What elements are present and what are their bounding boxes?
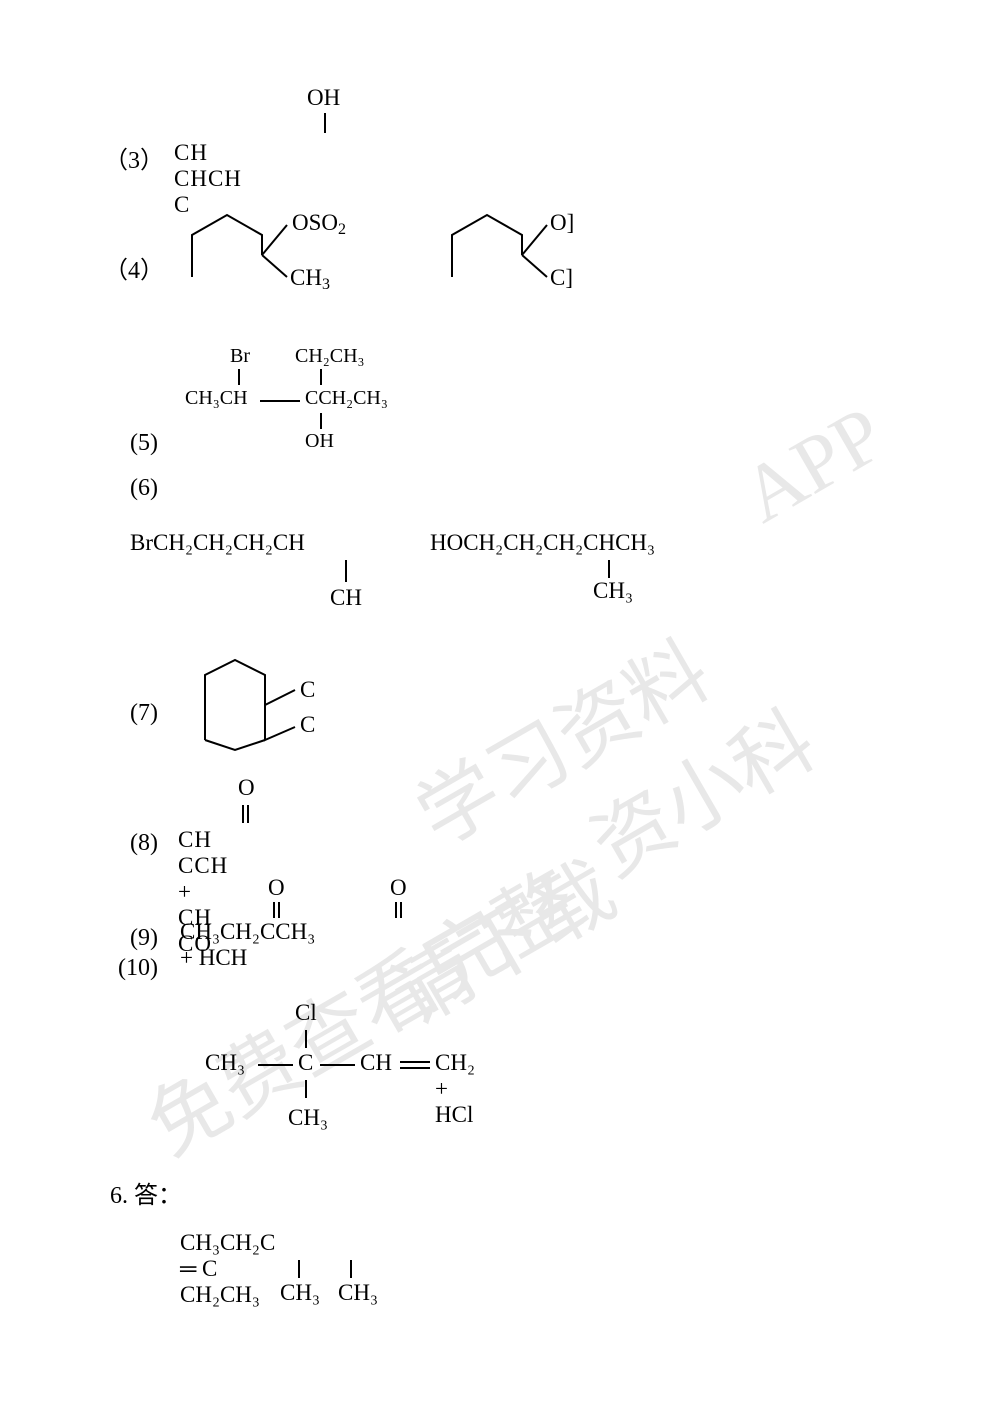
oh-group: OH (307, 85, 340, 111)
c-text: C (300, 712, 315, 738)
oh-text: OH (305, 430, 334, 453)
c-text: C (300, 677, 315, 703)
bond-line (400, 1067, 430, 1069)
ch3-text: CH3 (290, 265, 330, 294)
ch2-hcl-text: CH₂ + HCl (435, 1050, 475, 1128)
formula-text: CH₃CH₂C ═ C CH₂CH₃ (180, 1230, 275, 1308)
item-label: (6) (130, 475, 158, 502)
br-text: Br (230, 345, 250, 368)
watermark-text: 资小科 (567, 678, 833, 898)
ch3-text: CH₃ (205, 1050, 245, 1076)
ch2ch3-text: CH₂CH₃ (295, 345, 365, 368)
ch-text: CH (360, 1050, 392, 1076)
bond-line (350, 1260, 352, 1278)
bond-line (260, 400, 300, 402)
frag-text: O] (550, 210, 574, 236)
bond-line (305, 1030, 307, 1048)
watermark-text: 请下载 (367, 828, 633, 1048)
bond-line (320, 1064, 355, 1066)
bond-line (258, 1064, 293, 1066)
bond-line (305, 1080, 307, 1098)
bond-line (298, 1260, 300, 1278)
item-label: (5) (130, 430, 158, 457)
item-label: (10) (118, 955, 158, 982)
formula-left: BrCH₂CH₂CH₂CH (130, 530, 305, 556)
bond-line (345, 560, 347, 582)
branch-text: CH₃ (280, 1280, 320, 1306)
o-text: O (238, 775, 255, 801)
bond-line (320, 413, 322, 429)
bond-line (238, 369, 240, 385)
item-label: (7) (130, 700, 158, 727)
oso2-text: OSO2 (292, 210, 346, 239)
question-6: 6. 答： (110, 1175, 182, 1210)
watermark-text: 学习资料 (392, 608, 727, 868)
bond-line (608, 560, 610, 578)
ch3ch-text: CH₃CH (185, 387, 248, 410)
item-label: (8) (130, 830, 158, 857)
item-label: （4） (104, 250, 164, 285)
formula-text: CH₃CH₂CCH₃ + HCH (180, 919, 315, 971)
cl-text: Cl (295, 1000, 317, 1026)
ring-svg (185, 655, 385, 755)
frag-text: C] (550, 265, 573, 291)
bond-line (320, 369, 322, 385)
item-label: （3） (104, 140, 164, 175)
cch2ch3-text: CCH₂CH₃ (305, 387, 388, 410)
branch-text: CH₃ (288, 1105, 328, 1131)
c-text: C (298, 1050, 313, 1076)
bond-line (324, 113, 326, 133)
branch-text: CH₃ (593, 578, 633, 604)
formula-right: HOCH₂CH₂CH₂CHCH₃ (430, 530, 655, 556)
item-label: (9) (130, 925, 158, 952)
watermark-text: APP (727, 389, 900, 541)
branch-text: CH₃ (338, 1280, 378, 1306)
bond-line (400, 1061, 430, 1063)
o-text: O (390, 875, 407, 901)
question-label: 6. 答： (110, 1175, 182, 1210)
o-text: O (268, 875, 285, 901)
branch-text: CH (330, 585, 362, 611)
